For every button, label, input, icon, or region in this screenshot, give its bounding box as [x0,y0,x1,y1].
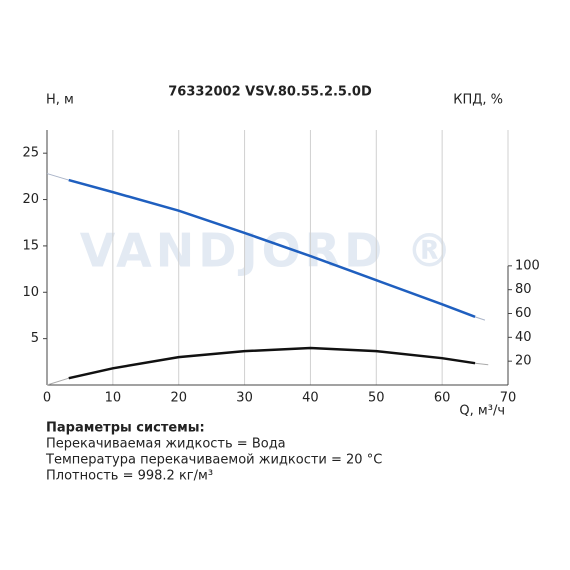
y-tick-label: 5 [31,331,39,346]
footer-line: Плотность = 998.2 кг/м³ [46,469,213,484]
y-tick-label: 20 [22,192,39,207]
y2-tick-label: 60 [515,306,532,321]
x-tick-label: 30 [236,391,253,406]
x-tick-label: 0 [43,391,51,406]
x-tick-label: 40 [302,391,319,406]
footer-line: Перекачиваемая жидкость = Вода [46,437,286,452]
x-tick-label: 10 [105,391,122,406]
x-tick-label: 60 [434,391,451,406]
y2-tick-label: 100 [515,258,540,273]
y2-tick-label: 40 [515,330,532,345]
footer-heading: Параметры системы: [46,421,205,436]
line-series [68,178,476,319]
y-axis-label: H, м [46,93,74,108]
chart-title: 76332002 VSV.80.55.2.5.0D [168,85,372,100]
line-series [68,346,476,380]
y-tick-label: 25 [22,146,39,161]
watermark: VANDJORD ® [80,224,457,278]
x-tick-label: 70 [500,391,517,406]
line-series [46,362,489,386]
x-tick-label: 50 [368,391,385,406]
y2-axis-label: КПД, % [453,93,503,108]
y-tick-label: 15 [22,238,39,253]
x-axis-label: Q, м³/ч [459,404,505,419]
line-series [46,173,486,321]
footer-line: Температура перекачиваемой жидкости = 20… [45,453,382,468]
y2-tick-label: 20 [515,354,532,369]
y2-tick-label: 80 [515,282,532,297]
x-tick-label: 20 [170,391,187,406]
y-tick-label: 10 [22,285,39,300]
